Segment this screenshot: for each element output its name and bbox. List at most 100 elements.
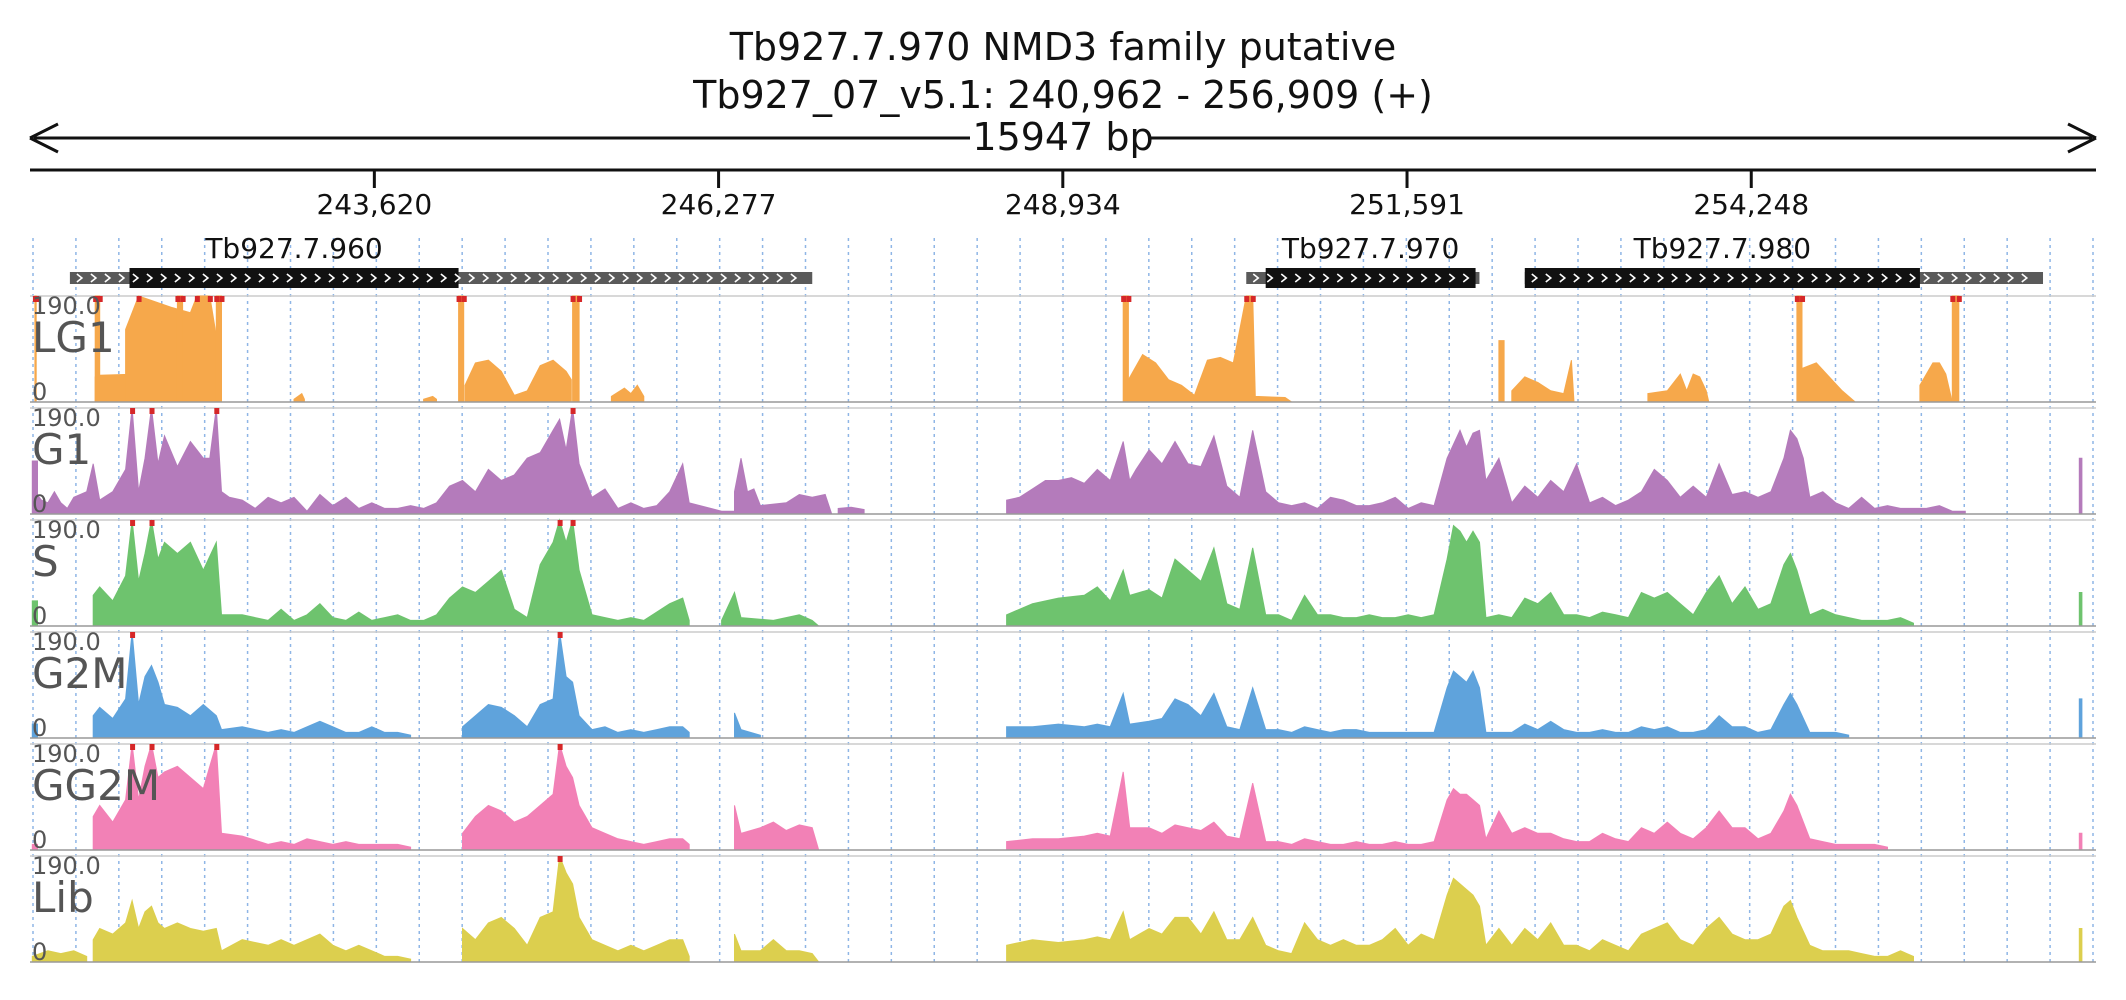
gene-label: Tb927.7.980 [1633,232,1811,265]
strand-arrow-icon [412,273,420,283]
strand-arrow-icon [1685,273,1693,283]
clip-marker [1800,296,1806,302]
coverage-area [423,395,437,403]
strand-arrow-icon [146,273,154,283]
clip-marker [461,296,467,302]
coverage-area [31,950,88,963]
strand-arrow-icon [230,273,238,283]
track-s: 190.0 0 S [30,516,2096,630]
strand-arrow-icon [1308,273,1316,283]
coverage-area [2078,592,2083,627]
strand-arrow-icon [1336,273,1344,283]
coverage-tracks: 190.00LG1190.00G1190.00S190.00G2M190.00G… [30,292,2096,966]
coverage-area [721,591,821,627]
strand-arrow-icon [1783,273,1791,283]
track-lib: 190.0 0 Lib [30,852,2096,966]
strand-arrow-icon [678,273,686,283]
strand-arrow-icon [1434,273,1442,283]
strand-arrow-icon [1266,273,1274,283]
strand-arrow-icon [1923,273,1931,283]
clip-marker [130,520,136,526]
clip-marker [557,744,563,750]
clip-marker [207,296,213,302]
gene-cds [1524,268,1920,288]
strand-arrow-icon [90,273,98,283]
track-scale-min: 0 [32,938,47,966]
strand-arrow-icon [1951,273,1959,283]
coverage-area [1006,429,1966,515]
clip-marker [130,632,136,638]
clip-marker [219,296,225,302]
strand-arrow-icon [258,273,266,283]
coverage-area [734,805,820,851]
clip-marker [557,856,563,862]
tick-label: 243,620 [316,188,432,221]
arrow-left-icon [29,122,59,154]
strand-arrow-icon [1615,273,1623,283]
track-label: G2M [32,649,128,698]
strand-arrow-icon [1965,273,1973,283]
coordinate-axis: 243,620 246,277 248,934 251,591 254,248 [30,168,2096,221]
coverage-area [92,631,412,739]
coverage-area [2078,832,2083,851]
clip-marker [456,296,462,302]
strand-arrow-icon [1769,273,1777,283]
clip-marker [214,296,220,302]
strand-arrow-icon [1839,273,1847,283]
strand-arrow-icon [1350,273,1358,283]
track-scale-max: 190.0 [32,628,101,656]
strand-arrow-icon [1895,273,1903,283]
coverage-area [462,743,690,851]
gene-label: Tb927.7.970 [1281,232,1459,265]
clip-marker [149,744,155,750]
strand-arrow-icon [608,273,616,283]
coverage-area [1006,524,1914,627]
strand-arrow-icon [202,273,210,283]
coverage-area [293,392,305,403]
coverage-area [458,295,465,403]
strand-arrow-icon [1755,273,1763,283]
strand-arrow-icon [1825,273,1833,283]
clip-marker [175,296,181,302]
strand-arrow-icon [510,273,518,283]
strand-arrow-icon [314,273,322,283]
coverage-area [1647,373,1710,403]
strand-arrow-icon [538,273,546,283]
strand-arrow-icon [1587,273,1595,283]
strand-arrow-icon [706,273,714,283]
strand-arrow-icon [1853,273,1861,283]
clip-marker [557,632,563,638]
coverage-area [1006,877,1914,963]
strand-arrow-icon [2021,273,2029,283]
track-scale-min: 0 [32,378,47,406]
track-g2m: 190.0 0 G2M [30,628,2096,742]
coverage-area [2078,698,2083,739]
coverage-area [1511,360,1575,403]
strand-arrow-icon [188,273,196,283]
strand-arrow-icon [1797,273,1805,283]
strand-arrow-icon [160,273,168,283]
clip-marker [214,744,220,750]
strand-arrow-icon [664,273,672,283]
gene-cds [129,268,459,288]
strand-arrow-icon [1601,273,1609,283]
clip-marker [149,520,155,526]
clip-marker [1250,296,1256,302]
coverage-area [1796,295,1803,403]
strand-arrow-icon [1531,273,1539,283]
track-scale-min: 0 [32,602,47,630]
clip-marker [1950,296,1956,302]
strand-arrow-icon [1364,273,1372,283]
coverage-area [1006,771,1888,851]
coverage-area [734,458,833,515]
clip-marker [1121,296,1127,302]
clip-marker [93,296,99,302]
strand-arrow-icon [468,273,476,283]
strand-arrow-icon [1462,273,1470,283]
strand-arrow-icon [1294,273,1302,283]
coverage-area [2078,928,2083,963]
clip-marker [130,744,136,750]
span-ruler: 15947 bp [29,115,2097,159]
strand-arrow-icon [762,273,770,283]
strand-arrow-icon [776,273,784,283]
